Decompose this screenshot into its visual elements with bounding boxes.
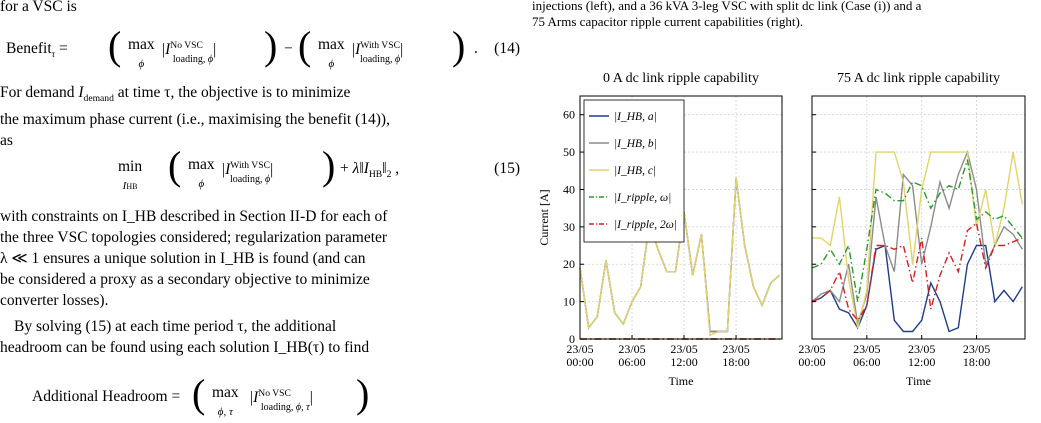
paragraph-headroom: By solving (15) at each time period τ, t…: [0, 318, 370, 356]
legend-box: [583, 99, 685, 243]
x-axis-label: Time: [669, 374, 694, 388]
series-line-0: [811, 244, 1023, 333]
plot-frame: [811, 95, 1026, 340]
intro-line: for a VSC is: [0, 0, 77, 15]
y-tick-label: 20: [563, 257, 575, 271]
legend-label: |I_HB, c|: [614, 165, 656, 177]
legend-label: |I_HB, a|: [614, 111, 657, 123]
x-tick-label: 23/05: [670, 342, 697, 356]
chart-title-1: 75 A dc link ripple capability: [837, 71, 1000, 86]
x-tick-label: 23/05: [722, 342, 749, 356]
figure-chart: 0 A dc link ripple capability 0 10 20 30 40 50…: [537, 71, 1026, 388]
x-tick-label: 18:00: [722, 355, 749, 369]
x-tick-label: 23/05: [618, 342, 645, 356]
x-tick-label: 23/05: [908, 342, 935, 356]
x-tick-label: 23/05: [963, 342, 990, 356]
y-tick-label: 40: [563, 182, 575, 196]
eq14-number: (14): [494, 40, 520, 57]
legend-label: |I_ripple, ω|: [614, 192, 671, 204]
y-tick-label: 30: [563, 220, 575, 234]
series-line-4: [811, 221, 1023, 322]
x-tick-label: 18:00: [963, 355, 990, 369]
y-axis-label: Current [A]: [537, 189, 551, 245]
y-tick-label: 50: [563, 145, 575, 159]
series-line-2: [812, 151, 1023, 328]
equation-15: min IHB ( max ϕ |IWith VSCloading, ϕ| ) + …: [118, 143, 520, 193]
x-tick-label: 23/05: [853, 342, 880, 356]
x-tick-label: 00:00: [798, 355, 825, 369]
y-tick-label: 10: [563, 295, 575, 309]
eq15-number: (15): [494, 160, 520, 177]
x-tick-label: 12:00: [908, 355, 935, 369]
eq14-label: Benefit: [6, 40, 52, 57]
equation-14: Benefitτ = ( max ϕ |INo VSCloading, ϕ| ) …: [6, 23, 520, 71]
series-line-3: [811, 159, 1023, 302]
legend-label: |I_HB, b|: [614, 138, 657, 150]
y-tick-label: 0: [569, 332, 575, 346]
chart-title-0: 0 A dc link ripple capability: [603, 71, 759, 86]
eq16-label: Additional Headroom =: [32, 388, 181, 405]
figure-caption: injections (left), and a 36 kVA 3-leg VS…: [532, 0, 922, 29]
x-tick-label: 00:00: [566, 355, 593, 369]
legend-label: |I_ripple, 2ω|: [614, 219, 677, 231]
x-axis-label: Time: [906, 374, 931, 388]
x-tick-label: 23/05: [566, 342, 593, 356]
x-tick-label: 12:00: [670, 355, 697, 369]
equation-16: Additional Headroom = ( max ϕ, τ |INo VSC…: [32, 371, 370, 419]
paragraph-objective: For demand Idemand at time τ, the object…: [0, 84, 390, 150]
paragraph-constraints: with constraints on I_HB described in Se…: [0, 208, 388, 309]
x-tick-label: 06:00: [853, 355, 880, 369]
y-tick-label: 60: [563, 108, 575, 122]
x-tick-label: 06:00: [618, 355, 645, 369]
x-tick-label: 23/05: [798, 342, 825, 356]
plot-frame: [579, 95, 783, 340]
